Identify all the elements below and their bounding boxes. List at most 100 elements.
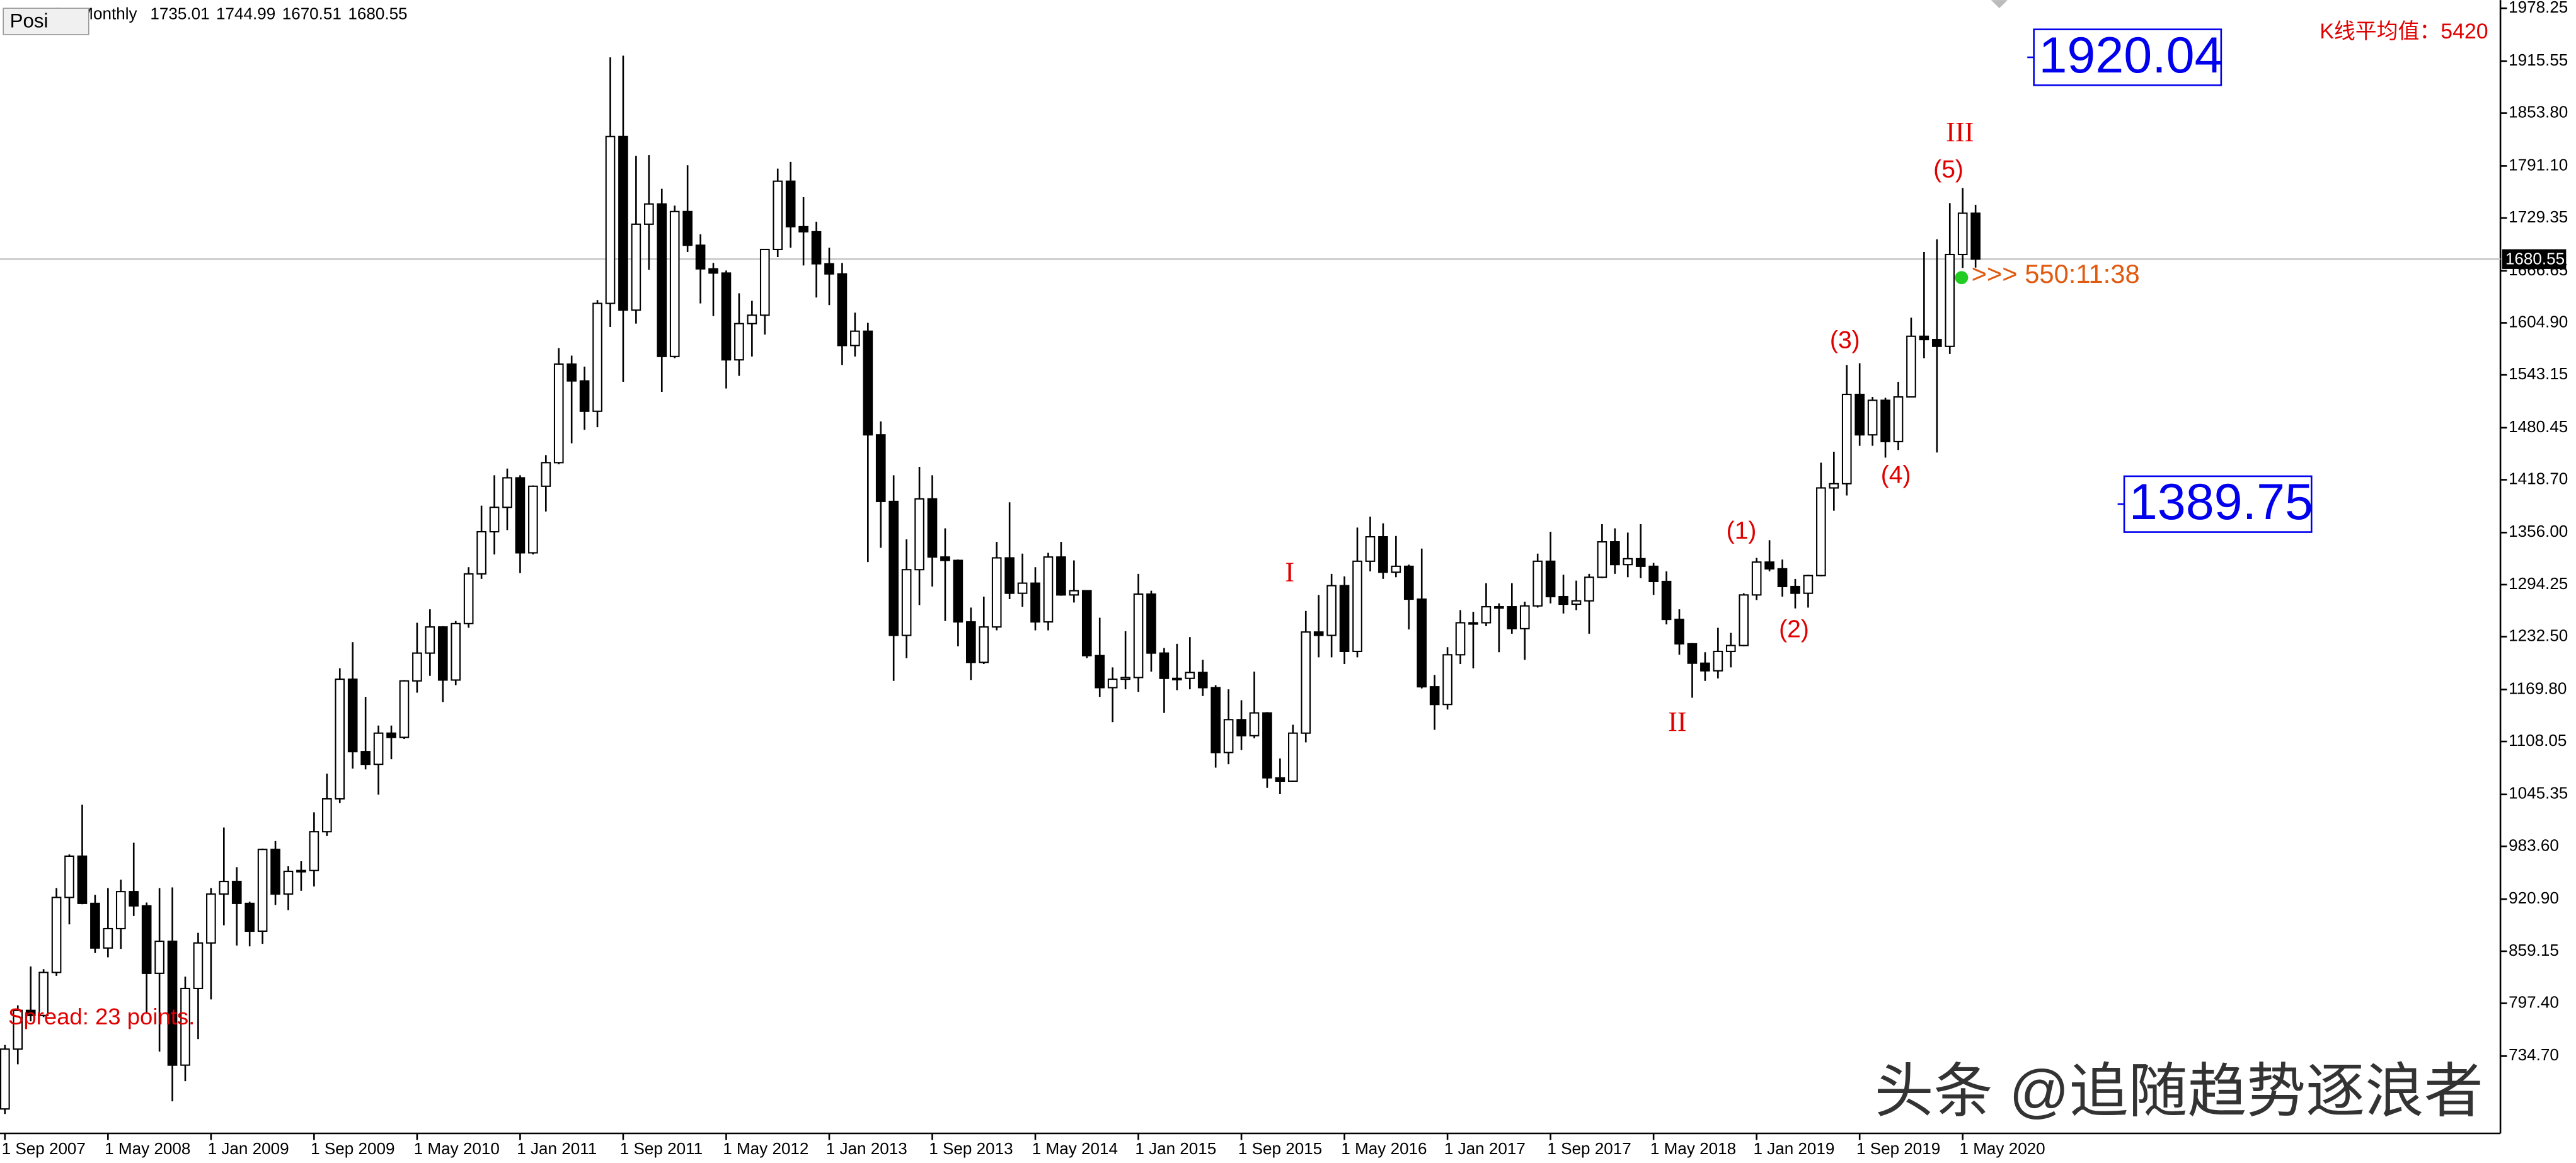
candle-body: [270, 849, 280, 895]
candle-body: [1455, 622, 1466, 656]
candle-body: [257, 849, 268, 932]
y-tick-label: 1915.55: [2509, 50, 2568, 69]
candle-body: [1236, 719, 1246, 736]
candle-body: [1481, 606, 1492, 624]
candle-body: [1403, 565, 1414, 600]
candle-body: [1919, 335, 1929, 341]
candle-body: [1816, 487, 1826, 576]
candle-body: [1069, 590, 1079, 596]
scroll-marker: [1991, 0, 2008, 9]
candle-body: [863, 330, 873, 436]
x-tick-label: 1 May 2018: [1650, 1139, 1736, 1158]
candle-body: [451, 622, 461, 681]
candle-body: [360, 751, 371, 765]
candle-body: [695, 244, 706, 270]
price-box: [2033, 28, 2222, 86]
candle-body: [515, 477, 526, 554]
candle-body: [399, 680, 410, 738]
wave-label: III: [1946, 117, 1974, 147]
candle-body: [283, 870, 294, 895]
candle-body: [1442, 654, 1452, 706]
candle-body: [231, 881, 242, 904]
candle-body: [1365, 536, 1376, 562]
x-tick-label: 1 Sep 2011: [620, 1139, 703, 1158]
candle-body: [219, 881, 229, 895]
y-tick-label: 1543.15: [2509, 364, 2568, 383]
candle-body: [502, 477, 512, 508]
x-tick-label: 1 Sep 2019: [1856, 1139, 1940, 1158]
candle-body: [1081, 590, 1092, 656]
current-price-box: [2502, 249, 2567, 269]
x-tick-label: 1 May 2020: [1959, 1139, 2045, 1158]
candle-body: [1339, 585, 1350, 652]
candle-body: [1429, 686, 1440, 706]
candle-body: [347, 679, 358, 753]
wave-label: (1): [1727, 517, 1757, 544]
candle-body: [618, 135, 628, 311]
panel-button-label[interactable]: Posi: [10, 10, 49, 32]
candle-body: [682, 210, 693, 246]
wave-label: (5): [1933, 156, 1964, 183]
candle-body: [979, 626, 989, 663]
candle-body: [1661, 580, 1672, 621]
candle-body: [1417, 598, 1427, 688]
watermark: 头条 @追随趋势逐浪者: [1875, 1058, 2483, 1124]
x-tick-label: 1 Jan 2013: [826, 1139, 907, 1158]
x-tick-label: 1 Jan 2019: [1753, 1139, 1834, 1158]
candle-body: [425, 626, 435, 654]
candle-body: [1829, 483, 1839, 489]
header-low: 1670.51: [282, 4, 342, 23]
candle-body: [1610, 541, 1620, 566]
x-tick-label: 1 Jan 2015: [1135, 1139, 1216, 1158]
header-high: 1744.99: [216, 4, 275, 23]
candle-body: [1352, 560, 1362, 652]
candle-body: [1159, 652, 1170, 679]
candle-body: [1275, 777, 1285, 782]
candle-body: [669, 210, 680, 357]
candle-body: [1725, 645, 1736, 652]
candle-body: [1004, 557, 1015, 594]
price-box: [2123, 475, 2313, 533]
candle-body: [1197, 672, 1208, 689]
candle-body: [141, 905, 152, 974]
candle-body: [0, 1048, 10, 1110]
y-tick-label: 859.15: [2509, 941, 2559, 960]
candle-body: [1751, 561, 1762, 596]
candle-body: [553, 363, 564, 464]
candle-body: [875, 434, 886, 502]
candle-body: [1674, 619, 1684, 645]
candle-body: [412, 652, 422, 682]
panel-button[interactable]: [3, 8, 89, 35]
candle-body: [1146, 593, 1156, 654]
candle-body: [1107, 679, 1118, 689]
candle-body: [1532, 560, 1543, 607]
candle-body: [1249, 712, 1260, 736]
candle-body: [708, 268, 718, 274]
candle-body: [1790, 585, 1800, 594]
candle-body: [1326, 585, 1337, 636]
candle-body: [824, 263, 834, 275]
candle-body: [734, 323, 744, 361]
candle-body: [888, 500, 899, 636]
x-tick-label: 1 Jan 2017: [1444, 1139, 1526, 1158]
candle-body: [1932, 339, 1942, 347]
y-tick-label: 1604.90: [2509, 312, 2568, 331]
candle-body: [1378, 536, 1388, 573]
candle-body: [1970, 212, 1981, 260]
candle-body: [1713, 650, 1723, 672]
candle-body: [90, 902, 100, 949]
candle-body: [1893, 396, 1904, 442]
candle-body: [193, 942, 204, 989]
x-tick-label: 1 May 2010: [414, 1139, 500, 1158]
candle-body: [1468, 622, 1478, 625]
x-tick-label: 1 May 2014: [1032, 1139, 1118, 1158]
candle-body: [115, 891, 126, 930]
candle-body: [966, 621, 976, 663]
x-tick-label: 1 May 2012: [723, 1139, 808, 1158]
y-tick-label: 1978.25: [2509, 0, 2568, 16]
x-tick-label: 1 Jan 2009: [208, 1139, 289, 1158]
price-box-label: 1389.75: [2129, 474, 2313, 530]
candle-body: [1210, 687, 1221, 753]
candle-body: [605, 135, 616, 304]
